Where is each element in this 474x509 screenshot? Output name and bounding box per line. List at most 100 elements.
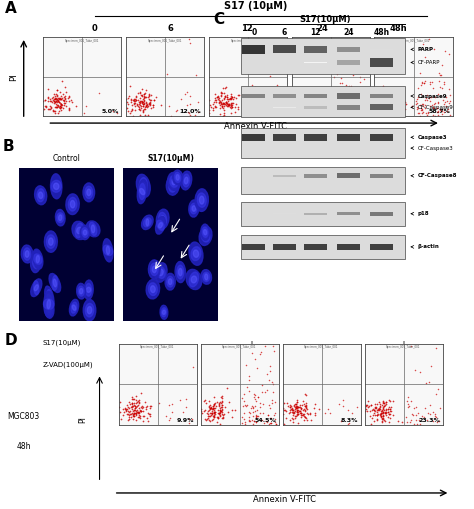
Point [122, 406, 130, 414]
Point [140, 412, 147, 420]
Point [385, 410, 393, 418]
Point [137, 102, 145, 110]
Point [150, 101, 157, 109]
Point [441, 98, 448, 106]
Point [218, 399, 226, 407]
Point [300, 412, 308, 420]
Point [427, 401, 434, 409]
Point [384, 100, 392, 108]
Point [282, 407, 289, 415]
Point [302, 100, 310, 108]
Point [257, 348, 265, 356]
Point [217, 407, 225, 415]
Point [271, 411, 278, 419]
Ellipse shape [203, 233, 208, 239]
Text: Annexin V-FITC: Annexin V-FITC [253, 495, 316, 504]
Point [379, 398, 386, 406]
Point [372, 100, 379, 108]
Point [275, 101, 283, 109]
Point [382, 96, 389, 104]
Point [62, 88, 70, 96]
Point [258, 381, 266, 389]
Text: +: + [399, 361, 407, 371]
Point [228, 99, 236, 107]
Ellipse shape [80, 289, 83, 294]
Point [137, 389, 144, 397]
Ellipse shape [166, 176, 179, 195]
Point [384, 405, 392, 413]
Point [307, 98, 314, 106]
Point [418, 412, 426, 420]
Point [215, 401, 222, 409]
Point [208, 411, 215, 419]
Point [60, 103, 67, 111]
Text: 24: 24 [317, 24, 328, 33]
Point [128, 405, 136, 413]
Point [51, 103, 59, 111]
Point [211, 96, 219, 104]
Ellipse shape [158, 222, 163, 228]
Point [289, 100, 297, 108]
Point [142, 405, 149, 413]
Point [300, 99, 308, 107]
Ellipse shape [36, 256, 39, 263]
Point [222, 99, 230, 107]
Point [126, 407, 133, 415]
Ellipse shape [146, 219, 149, 226]
Point [288, 405, 296, 413]
Point [293, 411, 301, 419]
Point [206, 101, 214, 109]
Ellipse shape [45, 301, 54, 318]
Point [344, 104, 351, 112]
Point [426, 80, 434, 88]
Point [150, 96, 158, 104]
Point [225, 407, 232, 415]
Point [406, 418, 413, 426]
Point [206, 106, 213, 115]
Point [417, 368, 424, 376]
Point [267, 91, 275, 99]
Point [217, 100, 224, 108]
Point [45, 105, 53, 113]
Point [380, 102, 388, 110]
Point [117, 415, 125, 423]
Point [424, 109, 431, 118]
Point [220, 409, 228, 417]
Point [266, 361, 273, 370]
Text: B: B [2, 139, 14, 154]
Point [354, 403, 361, 411]
Point [422, 104, 429, 112]
Point [310, 98, 318, 106]
Point [389, 102, 397, 110]
Point [221, 403, 229, 411]
Point [135, 399, 143, 407]
Point [363, 95, 371, 103]
Point [374, 405, 382, 413]
Point [135, 404, 143, 412]
Point [436, 105, 444, 113]
Point [379, 413, 386, 421]
Point [392, 89, 400, 97]
Point [300, 105, 308, 114]
Point [286, 408, 294, 416]
Ellipse shape [49, 273, 61, 293]
Ellipse shape [137, 174, 150, 197]
Point [294, 410, 302, 418]
Point [215, 399, 222, 407]
Point [137, 407, 145, 415]
Point [119, 411, 127, 419]
Point [332, 104, 339, 112]
Point [292, 400, 300, 408]
Point [53, 103, 60, 111]
Point [200, 407, 208, 415]
Point [429, 104, 437, 112]
Point [50, 95, 58, 103]
Point [370, 417, 378, 425]
Point [45, 85, 52, 93]
Point [61, 95, 69, 103]
Point [337, 74, 345, 82]
Point [414, 419, 421, 428]
Text: Specimen_001_Tube_001: Specimen_001_Tube_001 [64, 39, 99, 43]
Point [259, 401, 267, 409]
Point [146, 92, 153, 100]
